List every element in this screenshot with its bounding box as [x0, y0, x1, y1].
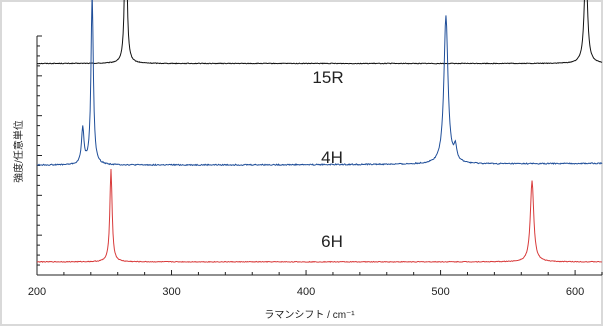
y-axis-label: 強度/任意単位	[12, 120, 25, 183]
x-tick-label: 400	[297, 286, 315, 298]
y-axis-ticks	[37, 35, 42, 276]
series-line-4h	[36, 0, 603, 167]
series-lines	[36, 0, 603, 263]
x-axis-ticks	[36, 270, 603, 275]
series-label-15r: 15R	[312, 68, 343, 87]
series-line-6h	[36, 168, 603, 263]
series-line-15r	[36, 0, 603, 65]
series-label-4h: 4H	[321, 148, 343, 167]
x-tick-label: 200	[28, 286, 46, 298]
x-tick-label: 500	[431, 286, 449, 298]
x-tick-labels: 200 300 400 500 600	[28, 286, 584, 298]
series-label-6h: 6H	[321, 232, 343, 251]
series-labels: 15R 4H 6H	[312, 68, 343, 251]
x-tick-label: 600	[566, 286, 584, 298]
x-axis-label: ラマンシフト / cm⁻¹	[264, 309, 355, 321]
x-tick-label: 300	[162, 286, 180, 298]
